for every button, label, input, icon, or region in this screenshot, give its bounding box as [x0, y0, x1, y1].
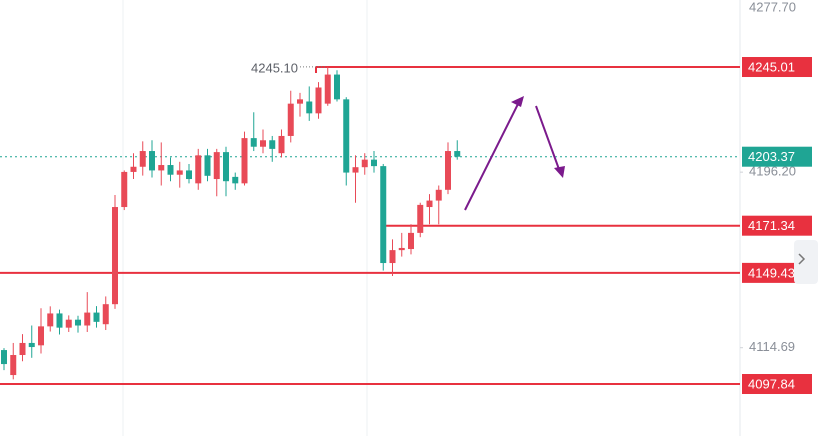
candle-body: [389, 250, 396, 264]
candle-body: [361, 159, 368, 168]
candle-body: [112, 207, 118, 305]
current-price-box: [742, 146, 812, 167]
candle-body: [260, 140, 266, 147]
candle-body: [334, 74, 340, 100]
candle-body: [250, 138, 257, 147]
candle-body: [121, 171, 128, 208]
candle-body: [56, 313, 63, 328]
price-label: 4245.01: [748, 59, 795, 74]
arrow-head: [511, 96, 524, 107]
candle-body: [232, 176, 239, 184]
max-label: 4245.10: [251, 60, 298, 75]
candle-body: [324, 74, 331, 104]
arrow-down: [535, 105, 561, 173]
candle-body: [84, 312, 91, 326]
candle-body: [343, 99, 350, 173]
candle-body: [1, 350, 7, 365]
candle-body: [186, 170, 192, 180]
chevron[interactable]: [798, 253, 806, 265]
candle-body: [445, 151, 451, 190]
candle-body: [204, 155, 211, 176]
candle-body: [408, 232, 414, 250]
candle-body: [65, 319, 72, 328]
candle-body: [306, 101, 313, 114]
candle-body: [176, 170, 183, 175]
candle-body: [352, 167, 359, 173]
candle-body: [297, 99, 303, 104]
price-label-box: [742, 215, 812, 236]
y-tick-label: 4114.69: [749, 339, 795, 354]
candle-body: [10, 355, 17, 376]
candle-body: [287, 103, 294, 136]
price-label: 4171.34: [748, 218, 795, 233]
current-price-label: 4203.37: [748, 149, 795, 164]
arrow-head: [554, 166, 565, 178]
y-tick-label: 4277.70: [749, 0, 796, 14]
candle-body: [195, 155, 202, 184]
plot: 4277.70 4196.20 4114.69 4245.01 4171.34 4149.…: [0, 0, 812, 395]
candle-body: [139, 151, 146, 167]
candle-body: [130, 166, 137, 172]
candle-body: [167, 165, 174, 175]
candle-body: [158, 165, 165, 171]
candle-body: [223, 152, 229, 182]
candle-body: [398, 247, 405, 251]
candle-body: [241, 138, 248, 184]
candle-body: [19, 342, 26, 356]
price-label: 4097.84: [748, 376, 795, 391]
scroll-button[interactable]: [794, 240, 818, 284]
candle-body: [102, 304, 109, 325]
price-label-box: [742, 57, 812, 78]
price-label-box: [742, 374, 812, 395]
arrow-up: [464, 101, 520, 211]
candle-body: [371, 159, 377, 167]
candle-body: [380, 166, 387, 264]
candle-body: [278, 135, 285, 154]
candle-body: [28, 342, 35, 348]
candle-body: [454, 151, 461, 157]
candle-body: [149, 151, 155, 171]
candle-body: [47, 313, 54, 327]
candle-body: [38, 326, 44, 346]
candle-body: [417, 204, 424, 233]
y-tick-label: 4196.20: [749, 164, 796, 179]
candle-body: [93, 312, 100, 322]
candle-body: [269, 140, 276, 149]
candle-body: [315, 87, 322, 114]
price-label: 4149.43: [748, 265, 795, 280]
candle-body: [426, 200, 433, 208]
candle-body: [213, 152, 220, 180]
candle-body: [75, 319, 81, 326]
candle-body: [435, 189, 442, 201]
